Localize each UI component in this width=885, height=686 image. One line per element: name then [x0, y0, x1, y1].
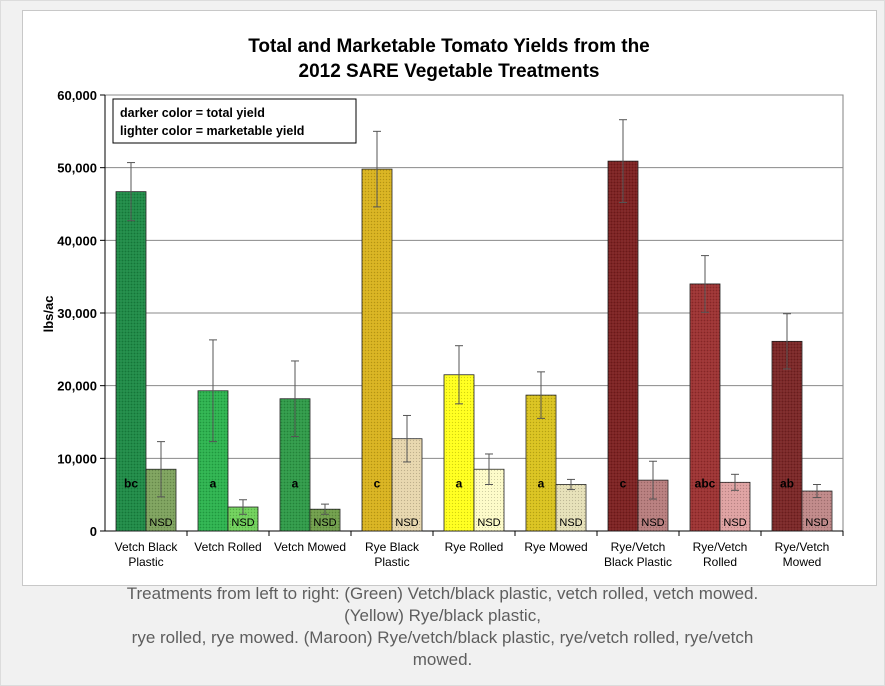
x-category-label: Vetch Black — [115, 540, 179, 554]
y-tick-label: 20,000 — [57, 379, 97, 394]
significance-label: c — [374, 476, 381, 490]
y-tick-label: 10,000 — [57, 451, 97, 466]
plot-area: 0 10,000 20,000 30,000 40,000 50,000 60,000 bc N… — [57, 88, 843, 569]
x-category-label: Rolled — [703, 555, 737, 569]
marketable-nsd-label: NSD — [231, 517, 254, 529]
x-category-label: Rye/Vetch — [775, 540, 830, 554]
marketable-nsd-label: NSD — [477, 517, 500, 529]
chart-container: Total and Marketable Tomato Yields from … — [22, 10, 877, 586]
bar-chart: Total and Marketable Tomato Yields from … — [23, 11, 876, 585]
x-category-label: Rye Black — [365, 540, 420, 554]
figure-caption: Treatments from left to right: (Green) V… — [0, 583, 885, 671]
significance-label: ab — [780, 476, 794, 490]
chart-title-line-2: 2012 SARE Vegetable Treatments — [299, 61, 600, 82]
x-category-label: Rye/Vetch — [693, 540, 748, 554]
marketable-nsd-label: NSD — [723, 517, 746, 529]
total-bar-texture — [772, 341, 802, 531]
marketable-nsd-label: NSD — [641, 517, 664, 529]
significance-label: abc — [695, 476, 716, 490]
y-tick-label: 30,000 — [57, 306, 97, 321]
total-bar-texture — [690, 284, 720, 531]
x-category-label: Vetch Rolled — [194, 540, 261, 554]
y-tick-label: 0 — [90, 524, 97, 539]
x-category-label: Mowed — [783, 555, 822, 569]
y-tick-label: 40,000 — [57, 233, 97, 248]
significance-label: bc — [124, 476, 138, 490]
significance-label: a — [456, 476, 463, 490]
marketable-nsd-label: NSD — [805, 517, 828, 529]
significance-label: a — [538, 476, 545, 490]
caption-line-3: rye rolled, rye mowed. (Maroon) Rye/vetc… — [0, 627, 885, 649]
legend-note-line-1: darker color = total yield — [120, 106, 265, 120]
x-category-label: Vetch Mowed — [274, 540, 346, 554]
x-category-label: Rye Rolled — [445, 540, 504, 554]
y-axis-label: lbs/ac — [41, 296, 56, 333]
significance-label: a — [210, 476, 217, 490]
y-tick-label: 60,000 — [57, 88, 97, 103]
marketable-nsd-label: NSD — [559, 517, 582, 529]
caption-line-1: Treatments from left to right: (Green) V… — [0, 583, 885, 605]
caption-line-2: (Yellow) Rye/black plastic, — [0, 605, 885, 627]
marketable-nsd-label: NSD — [395, 517, 418, 529]
x-category-label: Rye Mowed — [524, 540, 587, 554]
marketable-nsd-label: NSD — [149, 517, 172, 529]
y-tick-label: 50,000 — [57, 161, 97, 176]
x-category-label: Plastic — [374, 555, 409, 569]
caption-line-4: mowed. — [0, 649, 885, 671]
significance-label: a — [292, 476, 299, 490]
chart-title-line-1: Total and Marketable Tomato Yields from … — [248, 36, 650, 57]
legend-note-line-2: lighter color = marketable yield — [120, 124, 304, 138]
legend-note: darker color = total yield lighter color… — [113, 99, 356, 143]
x-category-label: Plastic — [128, 555, 163, 569]
x-category-label: Rye/Vetch — [611, 540, 666, 554]
marketable-nsd-label: NSD — [313, 517, 336, 529]
significance-label: c — [620, 476, 627, 490]
x-category-label: Black Plastic — [604, 555, 672, 569]
